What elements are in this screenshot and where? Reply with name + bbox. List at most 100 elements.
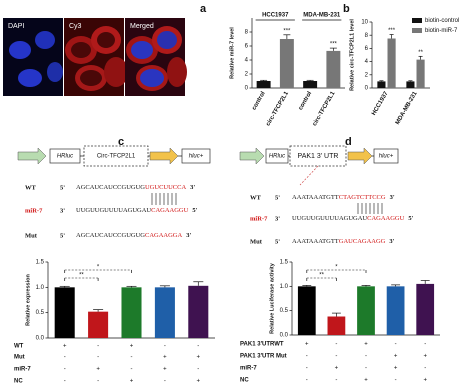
sequence-name: WT [250, 194, 262, 201]
group-label: HCC1937 [262, 13, 289, 19]
construct-c [17, 145, 211, 167]
condition-mark: + [364, 342, 368, 348]
bar [121, 287, 142, 338]
strand-end: 3' [190, 184, 195, 191]
sequence: AGCAUCAUCCGUGUGUGUCUUCCA 3' [76, 184, 195, 191]
sequence-part: AAATAAATGTT [292, 194, 339, 201]
sequence-part: CAGAAGGA [145, 232, 183, 239]
condition-mark: - [97, 355, 99, 361]
strand-start: 5' [275, 238, 280, 245]
sequence-part: UUGUUGUUUUAGUGAU [76, 207, 151, 214]
significance: * [335, 265, 338, 271]
condition-mark: - [97, 379, 99, 385]
condition-mark: - [424, 366, 426, 372]
y-tick-label: 8 [365, 33, 369, 39]
bar [406, 81, 415, 88]
condition-mark: - [395, 342, 397, 348]
condition-mark: + [163, 355, 167, 361]
image-label: Cy3 [69, 23, 82, 30]
condition-mark: - [335, 378, 337, 384]
bar [154, 287, 175, 338]
condition-mark: - [197, 367, 199, 373]
x-tick-label: circ-TFCP2L1 [265, 90, 290, 127]
condition-label: WT [14, 344, 24, 350]
condition-mark: + [305, 342, 309, 348]
y-tick-label: 0 [245, 86, 249, 92]
condition-mark: - [395, 378, 397, 384]
y-tick-label: 4 [365, 59, 369, 65]
sequence-name: miR-7 [250, 215, 268, 222]
condition-label: Mut [14, 355, 25, 361]
condition-mark: - [365, 354, 367, 360]
condition-mark: + [423, 378, 427, 384]
condition-label: miR-7 [240, 366, 257, 372]
condition-mark: - [424, 342, 426, 348]
significance: *** [388, 28, 396, 34]
condition-mark: + [130, 344, 134, 350]
y-tick-label: 0.0 [280, 333, 289, 339]
sequence-part: AAATAAATGTT [292, 238, 339, 245]
construct-d [239, 145, 399, 186]
sequence-part: CTAGTCTTCCG [339, 194, 386, 201]
x-tick-label: control [251, 91, 267, 112]
bar [386, 286, 405, 335]
y-tick-label: 8 [245, 30, 249, 36]
y-tick-label: 6 [245, 44, 249, 50]
y-axis-label: Relative expression [25, 274, 31, 326]
sequence: UUGUUGUUUUAGUGAUCAGAAGGU 5' [292, 215, 414, 222]
y-tick-label: 1.5 [280, 260, 289, 266]
construct-label: Circ-TFCP2L1 [97, 154, 136, 160]
bar [188, 285, 209, 338]
condition-mark: - [335, 342, 337, 348]
sequence-part: CAGAAGGU [151, 207, 189, 214]
condition-mark: - [306, 366, 308, 372]
condition-mark: - [164, 379, 166, 385]
bar [297, 286, 316, 335]
sequence-part: UGUCUUCCA [145, 184, 186, 191]
x-tick-label: MDA-MB-231 [395, 90, 419, 126]
sequence-part: AGCAUCAUCCGUGUG [76, 184, 145, 191]
condition-mark: + [394, 354, 398, 360]
condition-mark: - [64, 379, 66, 385]
significance: ** [79, 273, 84, 279]
sequence: UUGUUGUUUUAGUGAUCAGAAGGU 5' [76, 207, 198, 214]
significance: ** [319, 273, 324, 279]
bar [256, 81, 271, 88]
condition-label: PAK1 3'UTRWT [240, 342, 284, 348]
y-axis-label: Relative circ-TFCP2L1 level [349, 19, 355, 91]
condition-mark: + [197, 355, 201, 361]
condition-mark: + [63, 344, 67, 350]
y-tick-label: 1.0 [280, 284, 289, 290]
sequence-name: Mut [250, 238, 263, 245]
condition-mark: + [364, 378, 368, 384]
strand-end: 5' [408, 215, 413, 222]
sequence: AGCAUCAUCCGUGUGCAGAAGGA 3' [76, 232, 191, 239]
bar [327, 316, 346, 335]
y-tick-label: 0.5 [280, 308, 289, 314]
significance: *** [330, 42, 338, 48]
micrographs [3, 18, 187, 96]
condition-label: NC [240, 378, 249, 384]
legend-swatch [412, 18, 422, 23]
sequence-part: UUGUUGUUUUAGUGAU [292, 215, 367, 222]
condition-mark: - [131, 367, 133, 373]
condition-mark: - [131, 355, 133, 361]
sequence-name: Mut [25, 232, 38, 239]
sequence: AAATAAATGTTCTAGTCTTCCG 3' [292, 194, 395, 201]
construct-label: HRluc [57, 154, 73, 160]
condition-mark: + [197, 379, 201, 385]
image-label: Merged [130, 23, 154, 30]
strand-end: 3' [389, 238, 394, 245]
sequence-name: miR-7 [25, 207, 43, 214]
bar [357, 286, 375, 335]
bar [88, 311, 109, 338]
construct-label: hluc+ [379, 154, 394, 160]
bar [387, 38, 396, 88]
sequence-part: CAGAAGGU [367, 215, 405, 222]
condition-mark: - [365, 366, 367, 372]
y-tick-label: 0.0 [36, 336, 45, 342]
panel-label: a [200, 3, 207, 15]
significance: * [97, 265, 100, 271]
strand-start: 5' [60, 184, 65, 191]
condition-mark: - [335, 354, 337, 360]
